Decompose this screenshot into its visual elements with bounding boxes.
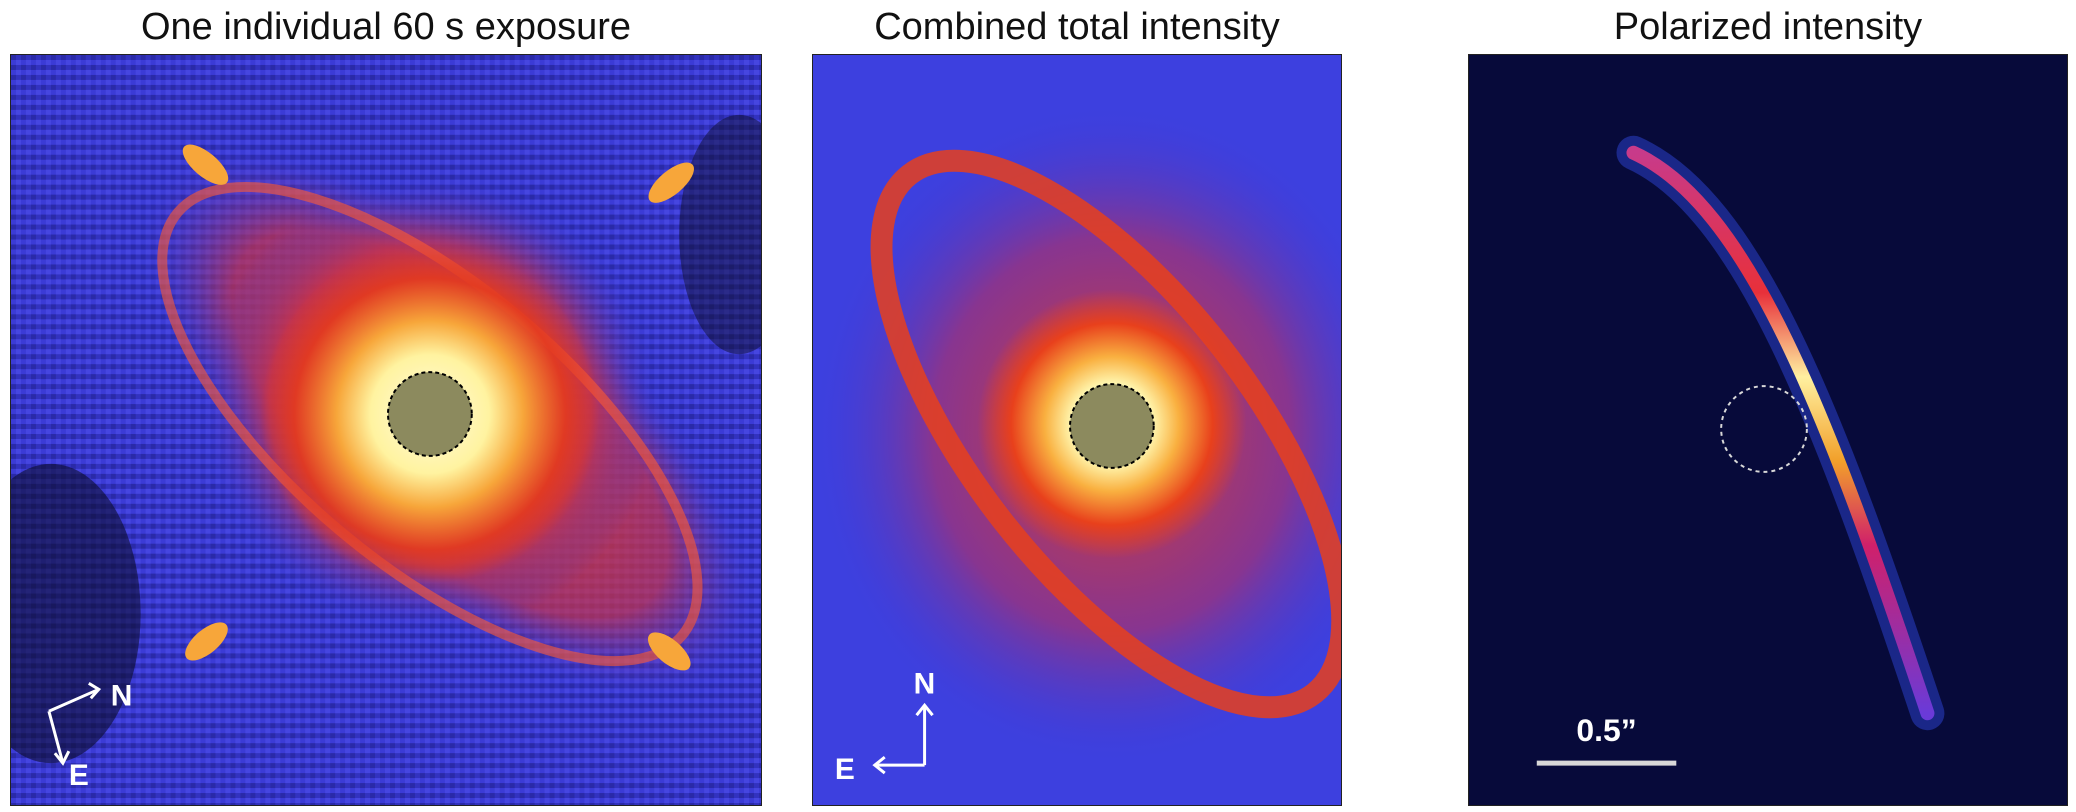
- panel-1-title: One individual 60 s exposure: [140, 6, 632, 48]
- compass-rose-1: [47, 682, 102, 766]
- panel-total-intensity: N E: [812, 54, 1342, 806]
- polarized-intensity-image: 0.5”: [1469, 55, 2067, 805]
- compass-north-label-1: N: [111, 679, 133, 712]
- coronagraph-mask-outline: [1720, 385, 1808, 473]
- compass-east-label-1: E: [69, 759, 89, 792]
- compass-north-label-2: N: [914, 667, 936, 700]
- compass-east-label-2: E: [835, 753, 855, 786]
- coronagraph-mask: [1069, 383, 1155, 469]
- panel-2-title: Combined total intensity: [874, 6, 1280, 48]
- coronagraph-mask: [386, 371, 473, 457]
- single-exposure-image: N E: [11, 55, 761, 805]
- panel-3-title: Polarized intensity: [1613, 6, 1923, 48]
- total-intensity-image: N E: [813, 55, 1341, 805]
- panel-single-exposure: N E: [10, 54, 762, 806]
- compass-rose-2: [872, 702, 934, 775]
- disk-arc: [1626, 145, 1935, 721]
- panel-polarized-intensity: 0.5”: [1468, 54, 2068, 806]
- scale-bar-label: 0.5”: [1576, 712, 1636, 748]
